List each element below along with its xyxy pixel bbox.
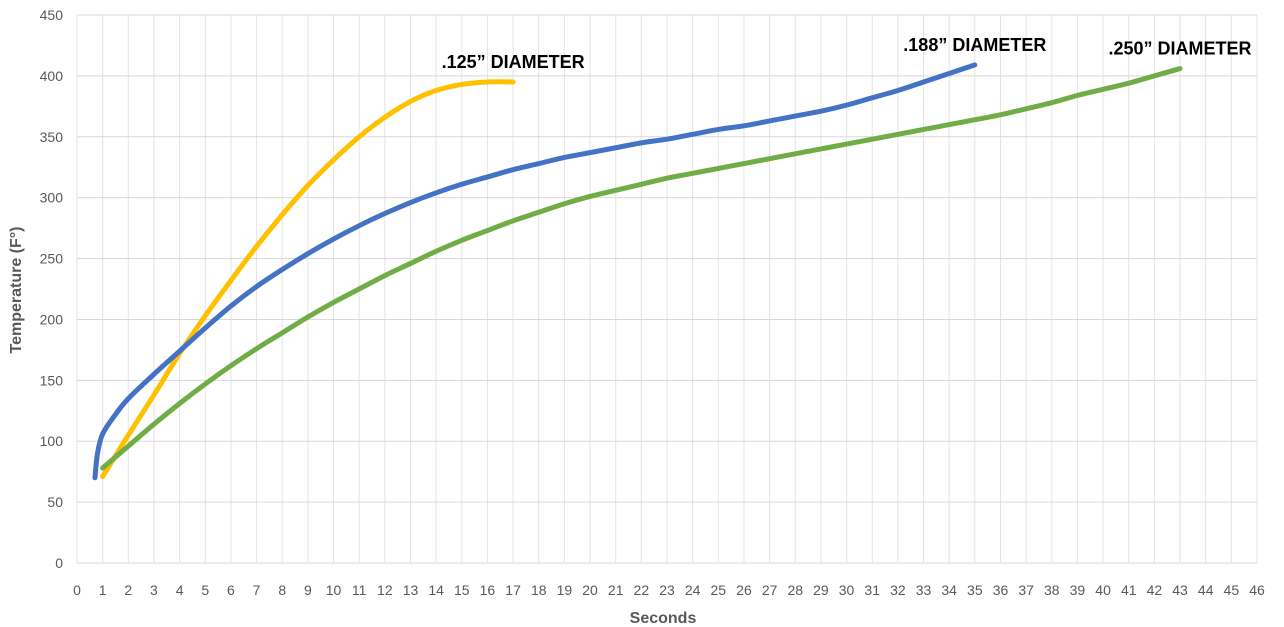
y-tick-label: 400 [40, 68, 64, 84]
x-tick-label: 39 [1070, 582, 1086, 598]
x-tick-label: 9 [304, 582, 312, 598]
x-tick-label: 28 [787, 582, 803, 598]
x-tick-label: 21 [608, 582, 624, 598]
x-tick-label: 18 [531, 582, 547, 598]
x-tick-label: 8 [278, 582, 286, 598]
series-label-3: .250” DIAMETER [1109, 39, 1252, 59]
x-tick-label: 43 [1172, 582, 1188, 598]
x-tick-label: 16 [480, 582, 496, 598]
x-tick-label: 23 [659, 582, 675, 598]
x-tick-label: 3 [150, 582, 158, 598]
x-tick-label: 19 [557, 582, 573, 598]
x-tick-label: 34 [941, 582, 957, 598]
series-lines [92, 62, 1183, 481]
x-tick-label: 38 [1044, 582, 1060, 598]
x-tick-label: 27 [762, 582, 778, 598]
series-label-2: .188” DIAMETER [903, 35, 1046, 55]
x-tick-label: 31 [864, 582, 880, 598]
x-tick-label: 45 [1224, 582, 1240, 598]
x-tick-label: 7 [253, 582, 261, 598]
x-tick-label: 44 [1198, 582, 1214, 598]
x-tick-label: 32 [890, 582, 906, 598]
x-tick-label: 26 [736, 582, 752, 598]
x-tick-label: 33 [916, 582, 932, 598]
series-line-2 [92, 62, 978, 481]
x-tick-label: 0 [73, 582, 81, 598]
x-tick-label: 22 [634, 582, 650, 598]
y-tick-label: 150 [40, 372, 64, 388]
x-tick-label: 35 [967, 582, 983, 598]
y-tick-label: 100 [40, 433, 64, 449]
x-tick-label: 17 [505, 582, 521, 598]
x-tick-label: 12 [377, 582, 393, 598]
x-axis-title: Seconds [630, 610, 697, 627]
x-tick-label: 10 [326, 582, 342, 598]
y-tick-label: 200 [40, 311, 64, 327]
x-tick-label: 36 [993, 582, 1009, 598]
x-tick-label: 6 [227, 582, 235, 598]
x-tick-label: 25 [711, 582, 727, 598]
x-tick-label: 1 [99, 582, 107, 598]
y-tick-label: 0 [55, 555, 63, 571]
x-tick-label: 29 [813, 582, 829, 598]
x-tick-label: 42 [1147, 582, 1163, 598]
y-tick-label: 300 [40, 190, 64, 206]
x-tick-label: 2 [124, 582, 132, 598]
y-tick-label: 350 [40, 129, 64, 145]
y-tick-label: 450 [40, 7, 64, 23]
y-axis-title: Temperature (F°) [8, 226, 25, 353]
x-tick-label: 13 [403, 582, 419, 598]
y-tick-label: 50 [47, 494, 63, 510]
series-labels: .125” DIAMETER .188” DIAMETER .250” DIAMET… [442, 35, 1252, 72]
x-tick-label: 15 [454, 582, 470, 598]
x-axis-ticks: 0 1 2 3 4 5 6 7 8 9 10 11 12 13 14 15 16 17 18 19 20 21 22 23 24… [73, 582, 1265, 598]
x-tick-label: 20 [582, 582, 598, 598]
series-label-1: .125” DIAMETER [442, 52, 585, 72]
series-line-1 [100, 79, 516, 480]
x-tick-label: 46 [1249, 582, 1265, 598]
x-tick-label: 30 [839, 582, 855, 598]
x-tick-label: 40 [1095, 582, 1111, 598]
series-line-3 [100, 66, 1183, 471]
y-tick-label: 250 [40, 251, 64, 267]
x-tick-label: 24 [685, 582, 701, 598]
x-tick-label: 37 [1018, 582, 1034, 598]
y-axis-ticks: 0 50 100 150 200 250 300 350 400 450 [40, 7, 64, 571]
x-tick-label: 5 [201, 582, 209, 598]
x-tick-label: 11 [352, 582, 367, 598]
gridlines [76, 14, 1258, 564]
x-tick-label: 4 [176, 582, 184, 598]
x-tick-label: 14 [428, 582, 444, 598]
x-tick-label: 41 [1121, 582, 1137, 598]
